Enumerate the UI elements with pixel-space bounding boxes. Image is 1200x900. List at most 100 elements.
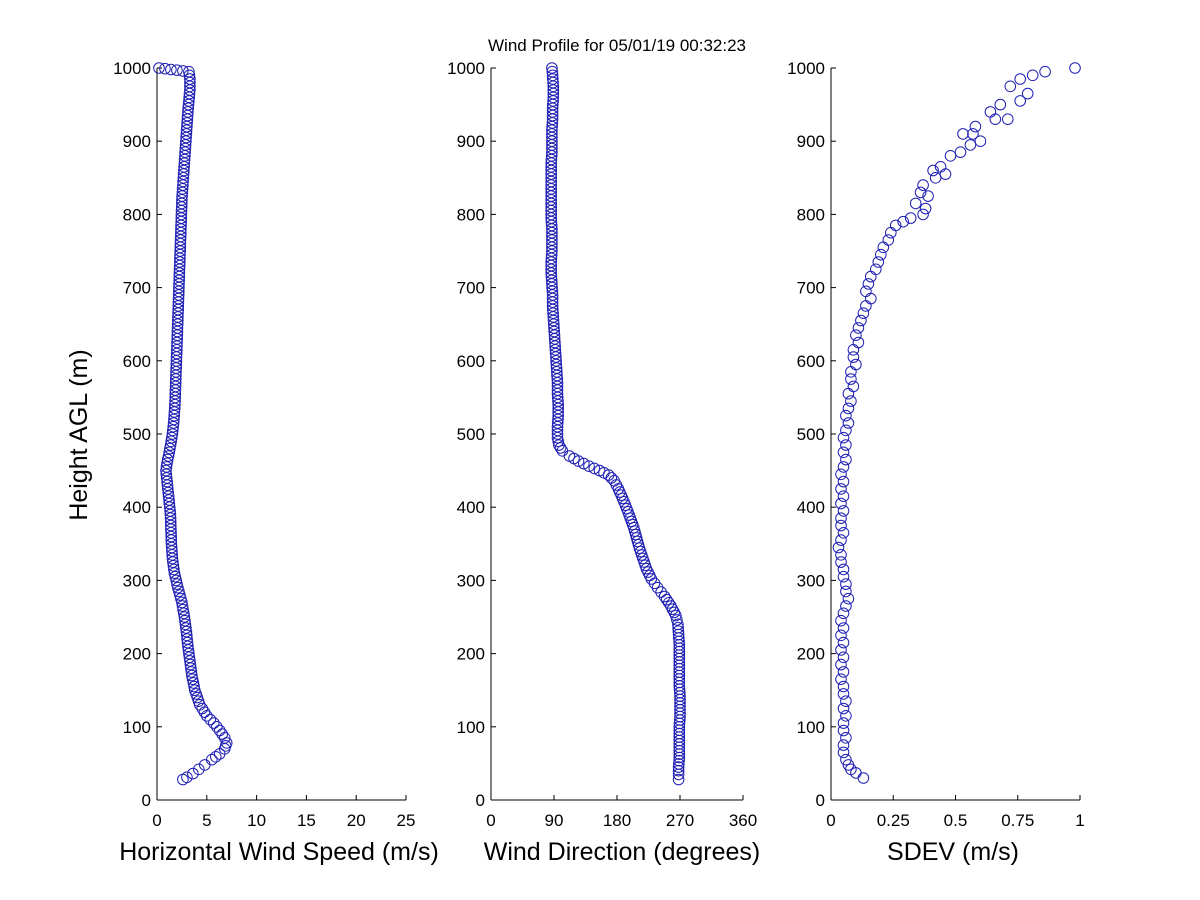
data-point-sdev — [837, 702, 850, 715]
data-point-wind-speed — [176, 600, 189, 612]
data-point-wind-speed — [172, 581, 184, 594]
data-point-wind-speed — [201, 710, 213, 722]
data-point-sdev — [840, 409, 852, 422]
data-point-wind-speed — [181, 629, 193, 642]
x-tick-label: 0 — [826, 811, 835, 830]
data-point-wind-direction — [670, 609, 682, 622]
data-point-sdev — [969, 120, 982, 133]
data-point-wind-direction — [672, 768, 685, 781]
data-point-wind-speed — [167, 560, 180, 572]
y-tick-label: 500 — [797, 425, 825, 444]
data-point-wind-direction — [551, 428, 564, 440]
data-point-sdev — [837, 724, 850, 737]
data-point-wind-speed — [167, 417, 180, 429]
data-point-wind-speed — [169, 570, 182, 583]
data-point-sdev — [1014, 73, 1027, 85]
y-tick-label: 900 — [797, 132, 825, 151]
data-point-wind-speed — [166, 428, 179, 440]
y-tick-label: 300 — [797, 571, 825, 590]
data-point-wind-speed — [164, 442, 176, 455]
y-tick-label: 1000 — [113, 59, 151, 78]
data-point-sdev — [967, 128, 979, 140]
y-tick-label: 1000 — [787, 59, 825, 78]
data-point-sdev — [882, 234, 895, 246]
data-point-sdev — [877, 241, 890, 254]
data-point-wind-direction — [655, 586, 667, 598]
data-point-wind-speed — [163, 494, 175, 506]
data-point-wind-speed — [177, 773, 189, 786]
data-point-wind-speed — [188, 680, 200, 693]
data-point-sdev — [1069, 62, 1081, 74]
data-point-wind-speed — [160, 464, 172, 477]
data-point-sdev — [865, 292, 877, 305]
panel-wind-speed: 0 100 200 300 400 500 600 700 800 900 1000 0 5 10 15 20… — [113, 59, 415, 830]
y-axis-label: Height AGL (m) — [65, 349, 93, 520]
y-tick-label: 700 — [123, 279, 151, 298]
y-tick-label: 200 — [457, 645, 485, 664]
figure-title: Wind Profile for 05/01/19 00:32:23 — [488, 36, 746, 55]
data-point-sdev — [862, 278, 875, 290]
data-point-sdev — [919, 202, 932, 215]
data-point-wind-speed — [161, 479, 174, 492]
y-tick-label: 1000 — [447, 59, 485, 78]
data-point-sdev — [865, 270, 877, 283]
data-point-wind-speed — [163, 497, 176, 510]
data-point-sdev — [837, 739, 850, 751]
data-point-wind-direction — [605, 472, 618, 484]
data-point-sdev — [837, 680, 850, 693]
data-point-wind-speed — [199, 759, 211, 771]
data-point-wind-speed — [184, 658, 197, 671]
data-point-wind-speed — [177, 603, 189, 616]
data-point-sdev — [837, 563, 850, 576]
data-point-wind-direction — [673, 754, 685, 767]
data-point-wind-speed — [178, 607, 190, 620]
panel-sdev: 0 100 200 300 400 500 600 700 800 900 1000 0 0.25 0.5… — [787, 59, 1085, 830]
data-point-sdev — [872, 256, 885, 268]
data-point-wind-direction — [658, 590, 671, 603]
data-point-sdev — [837, 607, 850, 620]
y-tick-label: 0 — [476, 791, 485, 810]
y-tick-label: 100 — [797, 718, 825, 737]
data-point-sdev — [837, 717, 850, 729]
data-point-sdev — [840, 585, 852, 598]
data-point-wind-speed — [168, 563, 180, 576]
data-point-wind-speed — [198, 706, 211, 719]
data-point-wind-speed — [153, 62, 165, 74]
data-point-sdev — [835, 512, 847, 525]
data-point-wind-speed — [173, 585, 185, 598]
data-point-sdev — [835, 497, 847, 510]
data-point-sdev — [835, 673, 847, 686]
y-tick-label: 600 — [797, 352, 825, 371]
data-point-wind-speed — [166, 552, 179, 565]
y-tick-label: 700 — [457, 279, 485, 298]
data-point-wind-speed — [165, 63, 177, 76]
data-point-wind-speed — [175, 592, 187, 605]
data-point-wind-speed — [185, 666, 198, 678]
y-tick-label: 200 — [123, 645, 151, 664]
data-point-sdev — [837, 688, 850, 700]
data-point-sdev — [837, 746, 850, 759]
data-point-wind-speed — [204, 713, 217, 726]
data-point-wind-speed — [162, 483, 174, 495]
x-tick-label: 180 — [603, 811, 631, 830]
data-point-sdev — [847, 351, 860, 363]
data-point-sdev — [957, 128, 969, 140]
data-point-sdev — [870, 263, 882, 276]
data-point-sdev — [835, 549, 847, 561]
data-point-sdev — [989, 113, 1002, 125]
data-point-wind-speed — [167, 424, 179, 437]
data-point-sdev — [842, 402, 855, 415]
data-point-wind-speed — [182, 640, 194, 653]
x-tick-label: 0.75 — [1001, 811, 1034, 830]
data-point-wind-speed — [166, 549, 178, 561]
y-tick-label: 500 — [123, 425, 151, 444]
data-point-sdev — [939, 168, 952, 180]
x-tick-label: 1 — [1075, 811, 1084, 830]
data-point-sdev — [835, 658, 847, 671]
x-tick-label: 0.5 — [944, 811, 968, 830]
data-point-sdev — [837, 622, 850, 634]
data-point-sdev — [850, 329, 862, 342]
data-point-wind-direction — [608, 475, 621, 487]
x-tick-label: 90 — [545, 811, 564, 830]
data-point-sdev — [837, 527, 850, 539]
